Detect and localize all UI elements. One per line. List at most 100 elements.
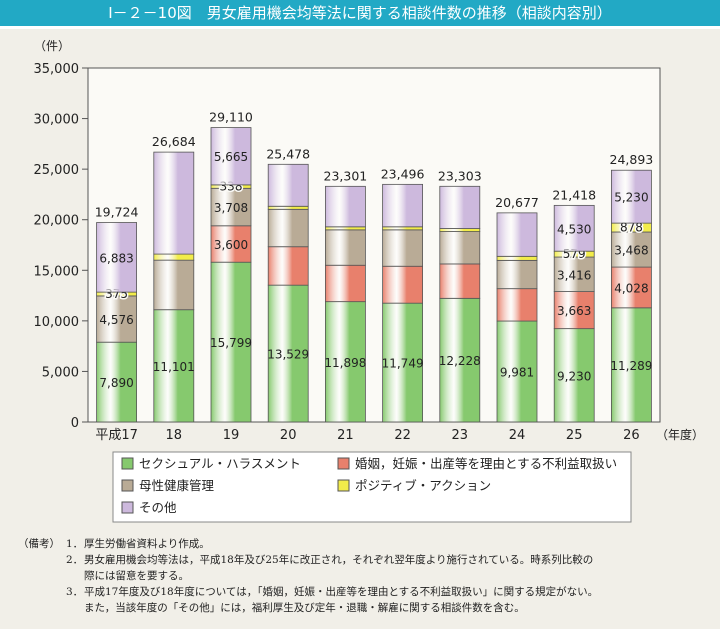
data-label: 4,028 [614, 281, 648, 295]
data-label: 11,749 [382, 357, 424, 371]
y-tick-label: 10,000 [34, 315, 80, 330]
bar-segment [611, 307, 652, 423]
x-tick-label: 26 [623, 428, 640, 443]
legend-swatch [337, 457, 350, 470]
legend-label: 婚姻，妊娠・出産等を理由とする不利益取扱い [355, 456, 617, 471]
bar-segment [267, 284, 309, 423]
bar-segment [153, 259, 195, 311]
note-num: 1． [66, 538, 84, 550]
x-tick-label: 22 [394, 428, 411, 443]
x-tick-label: 20 [280, 428, 297, 443]
data-label: 5,665 [214, 150, 248, 164]
data-label: 3,600 [214, 238, 248, 252]
note-num: 2． [66, 554, 84, 566]
data-label: 3,663 [557, 304, 591, 318]
data-label: 7,890 [99, 376, 133, 390]
data-label: 6,883 [99, 251, 133, 265]
bar-segment [439, 297, 481, 423]
bar-segment [96, 222, 137, 293]
data-label: 11,289 [610, 359, 652, 373]
stacked-bar-chart: （件） 0 5,000 10,000 15,000 20,000 25,000 30,000 3… [34, 39, 704, 523]
bar-segment [439, 228, 481, 232]
legend-label: ポジティブ・アクション [355, 478, 491, 493]
bar-segment [210, 225, 252, 263]
x-tick-label: 24 [509, 428, 526, 443]
data-label: 9,230 [557, 369, 591, 383]
y-tick-label: 0 [71, 416, 79, 431]
legend-swatch [337, 479, 350, 492]
legend-swatch [121, 479, 134, 492]
total-label: 21,418 [552, 187, 596, 202]
notes: （備考） 1． 厚生労働省資料より作成。 2． 男女雇用機会均等法は，平成18年及び2… [18, 536, 598, 616]
y-tick-label: 15,000 [34, 264, 80, 279]
x-tick-label: 25 [566, 428, 583, 443]
note-num: 3． [66, 586, 84, 598]
data-label: 11,898 [324, 356, 366, 370]
y-tick-label: 35,000 [34, 62, 80, 77]
y-tick-label: 30,000 [34, 113, 80, 128]
total-label: 24,893 [610, 152, 654, 167]
data-label: 5,230 [614, 191, 648, 205]
x-axis-suffix: （年度） [656, 427, 704, 442]
data-label: 3,416 [557, 268, 591, 282]
figure-title: Ⅰ－２－10図 男女雇用機会均等法に関する相談件数の推移（相談内容別） [0, 0, 720, 29]
bar-segment [496, 212, 538, 257]
note-1: 厚生労働省資料より作成。 [84, 538, 210, 550]
data-label: 13,529 [267, 348, 309, 362]
total-label: 25,478 [266, 146, 310, 161]
bar-segment [96, 341, 137, 423]
bar-segment [324, 229, 366, 266]
notes-lead: （備考） [18, 538, 60, 550]
y-tick-label: 20,000 [34, 214, 80, 229]
bar-segment [96, 295, 137, 343]
bar-segment [496, 320, 538, 423]
x-tick-label: 23 [452, 428, 469, 443]
bar-segment [382, 229, 424, 267]
legend-box [112, 451, 632, 523]
data-label: 3,708 [214, 201, 248, 215]
bar-segment [267, 208, 309, 248]
total-label: 20,677 [495, 195, 539, 210]
data-label: 15,799 [210, 336, 252, 350]
bar-segment [324, 264, 366, 303]
bar-segment [210, 127, 252, 186]
bar-segment [439, 231, 481, 265]
note-2: 男女雇用機会均等法は，平成18年及び25年に改正され，それぞれ翌年度より施行され… [84, 554, 594, 566]
x-tick-label: 平成17 [95, 428, 138, 443]
bar-segment [611, 169, 652, 224]
x-tick-label: 19 [223, 428, 240, 443]
bar-segment [267, 205, 309, 210]
total-label: 23,496 [381, 166, 425, 181]
legend-swatch [121, 501, 134, 514]
note-3-cont: また，当該年度の「その他」には，福利厚生及び定年・退職・解雇に関する相談件数を含… [84, 602, 525, 614]
bar-segment [382, 226, 424, 231]
bar-segment [324, 185, 366, 228]
data-label: 4,576 [99, 313, 133, 327]
data-label: 4,530 [557, 222, 591, 236]
bar-segment [611, 266, 652, 309]
legend-swatch [121, 457, 134, 470]
bar-segment [324, 226, 366, 231]
bar-segment [439, 263, 481, 299]
bar-segment [267, 246, 309, 286]
data-label: 3,468 [614, 244, 648, 258]
bar-segment [153, 253, 195, 261]
bar-segment [553, 204, 595, 252]
x-tick-label: 18 [166, 428, 183, 443]
y-tick-label: 5,000 [42, 365, 79, 380]
bar-segment [439, 185, 481, 229]
legend-label: 母性健康管理 [139, 478, 215, 493]
total-label: 19,724 [95, 205, 139, 220]
data-label: 9,981 [500, 366, 534, 380]
y-axis-label: （件） [34, 39, 70, 53]
legend-label: セクシュアル・ハラスメント [139, 456, 301, 471]
bar-segment [496, 259, 538, 290]
bar-segment [611, 231, 652, 268]
bar-segment [382, 265, 424, 304]
x-tick-label: 21 [337, 428, 354, 443]
total-label: 23,303 [438, 168, 482, 183]
data-label: 11,101 [153, 360, 195, 374]
bar-segment [267, 163, 309, 207]
bar-segment [553, 256, 595, 292]
y-tick-label: 25,000 [34, 163, 80, 178]
